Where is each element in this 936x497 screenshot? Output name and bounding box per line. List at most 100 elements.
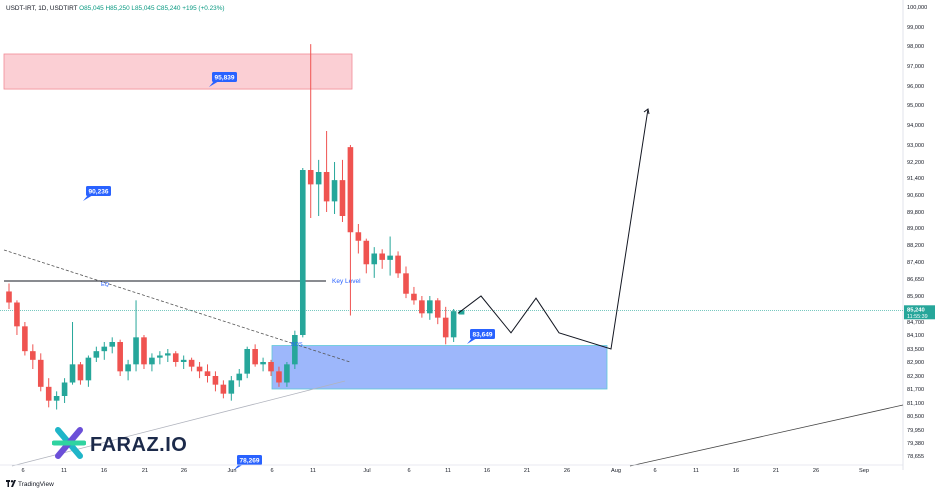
candle-body[interactable] bbox=[363, 240, 370, 265]
price-tick-label: 93,000 bbox=[907, 143, 924, 149]
candle-body[interactable] bbox=[109, 342, 116, 347]
candle-body[interactable] bbox=[284, 364, 290, 383]
candle-body[interactable] bbox=[323, 172, 330, 202]
supply-zone[interactable] bbox=[3, 53, 353, 90]
last-price-badge[interactable] bbox=[904, 305, 935, 320]
candle-body[interactable] bbox=[442, 317, 449, 338]
symbol-name[interactable]: USDT-IRT, 1D, USDTIRT bbox=[6, 5, 78, 12]
candle-body[interactable] bbox=[220, 384, 227, 394]
demand-zone[interactable] bbox=[271, 345, 608, 390]
projection-path[interactable] bbox=[457, 108, 649, 350]
candle-body[interactable] bbox=[228, 380, 235, 394]
time-tick-label: 6 bbox=[653, 468, 656, 474]
price-label-tag[interactable]: 78,269 bbox=[234, 455, 262, 470]
price-label-tag[interactable]: 95,839 bbox=[209, 72, 237, 87]
candle-body[interactable] bbox=[387, 255, 393, 260]
candle-body[interactable] bbox=[77, 364, 84, 381]
candle-body[interactable] bbox=[172, 353, 179, 362]
candle-body[interactable] bbox=[315, 172, 322, 185]
candle-body[interactable] bbox=[101, 346, 108, 352]
time-tick-label: 26 bbox=[813, 468, 819, 474]
candle-body[interactable] bbox=[419, 300, 425, 314]
candle-body[interactable] bbox=[395, 255, 401, 274]
time-tick-label: 6 bbox=[21, 468, 24, 474]
price-label-pointer bbox=[234, 464, 244, 470]
time-tick-label: Aug bbox=[611, 468, 621, 474]
price-tick-label: 82,900 bbox=[907, 360, 924, 366]
candle-body[interactable] bbox=[69, 364, 76, 383]
candle-body[interactable] bbox=[30, 351, 36, 360]
candle-body[interactable] bbox=[339, 180, 346, 216]
candle-body[interactable] bbox=[355, 232, 362, 241]
price-label-text: 83,649 bbox=[473, 331, 493, 338]
candle-body[interactable] bbox=[212, 376, 219, 385]
price-label-text: 90,236 bbox=[89, 188, 109, 195]
price-label-text: 78,269 bbox=[240, 457, 260, 464]
candle-body[interactable] bbox=[244, 349, 250, 374]
candle-body[interactable] bbox=[268, 362, 274, 372]
candle-body[interactable] bbox=[85, 357, 92, 381]
candle-body[interactable] bbox=[292, 335, 298, 365]
ohlc-open: O85,045 bbox=[79, 5, 104, 12]
candle-body[interactable] bbox=[434, 300, 441, 318]
ohlc-low: L85,045 bbox=[131, 5, 155, 12]
candle-body[interactable] bbox=[37, 359, 44, 387]
candle-body[interactable] bbox=[133, 337, 139, 365]
candle-body[interactable] bbox=[22, 326, 28, 352]
candle-body[interactable] bbox=[204, 371, 211, 376]
price-axis[interactable]: 100,000 99,000 98,000 97,000 96,000 95,000 94,… bbox=[904, 5, 935, 460]
candle-body[interactable] bbox=[93, 351, 100, 358]
tradingview-label: TradingView bbox=[18, 481, 54, 488]
candle-body[interactable] bbox=[196, 366, 203, 372]
candle-body[interactable] bbox=[180, 359, 187, 362]
candle-body[interactable] bbox=[53, 396, 60, 401]
candle-body[interactable] bbox=[188, 359, 195, 367]
candle-body[interactable] bbox=[45, 386, 52, 401]
tradingview-attribution[interactable]: TradingView bbox=[6, 480, 54, 489]
candle-body[interactable] bbox=[450, 311, 457, 338]
price-tick-label: 98,000 bbox=[907, 44, 924, 50]
price-label-tag[interactable]: 83,649 bbox=[467, 329, 495, 344]
candle-body[interactable] bbox=[347, 147, 354, 233]
candle-body[interactable] bbox=[276, 371, 282, 383]
candle-body[interactable] bbox=[427, 300, 433, 314]
time-axis[interactable]: 6 11 16 21 26 Jun 6 11 Jul 6 11 16 21 26 Aug 6 11 16 21 26 S… bbox=[21, 468, 869, 474]
candle-body[interactable] bbox=[260, 362, 266, 365]
candle-body[interactable] bbox=[125, 364, 131, 372]
brand-watermark: FARAZ.IO bbox=[51, 426, 187, 465]
candle-body[interactable] bbox=[371, 253, 378, 265]
time-tick-label: 11 bbox=[310, 468, 316, 474]
price-tick-label: 97,000 bbox=[907, 64, 924, 70]
candle-body[interactable] bbox=[331, 180, 338, 202]
candle-body[interactable] bbox=[458, 310, 465, 315]
candle-body[interactable] bbox=[411, 293, 417, 301]
candle-body[interactable] bbox=[299, 170, 306, 335]
price-tick-label: 90,600 bbox=[907, 193, 924, 199]
tradingview-logo-icon bbox=[6, 480, 16, 489]
dashed-trend-line[interactable] bbox=[3, 249, 351, 363]
price-label-tag[interactable]: 90,236 bbox=[83, 186, 111, 201]
time-tick-label: 21 bbox=[773, 468, 779, 474]
candle-body[interactable] bbox=[252, 349, 258, 365]
candle-body[interactable] bbox=[236, 373, 243, 381]
faraz-logo-icon bbox=[51, 426, 87, 465]
candle-body[interactable] bbox=[61, 382, 68, 397]
price-tick-label: 87,400 bbox=[907, 260, 924, 266]
time-tick-label: 16 bbox=[484, 468, 490, 474]
candle-body[interactable] bbox=[157, 355, 163, 358]
candle-body[interactable] bbox=[6, 291, 12, 303]
candle-body[interactable] bbox=[149, 357, 155, 365]
candle-body[interactable] bbox=[379, 253, 385, 260]
candle-body[interactable] bbox=[141, 337, 147, 365]
candle-body[interactable] bbox=[165, 353, 171, 356]
price-tick-label: 79,950 bbox=[907, 428, 924, 434]
candle-body[interactable] bbox=[117, 342, 123, 372]
candle-body[interactable] bbox=[14, 302, 20, 327]
time-tick-label: 6 bbox=[407, 468, 410, 474]
candle-body[interactable] bbox=[403, 273, 409, 294]
long-trend-line[interactable] bbox=[629, 404, 904, 467]
lower-trend-line[interactable] bbox=[11, 380, 346, 467]
candle-body[interactable] bbox=[307, 170, 314, 185]
